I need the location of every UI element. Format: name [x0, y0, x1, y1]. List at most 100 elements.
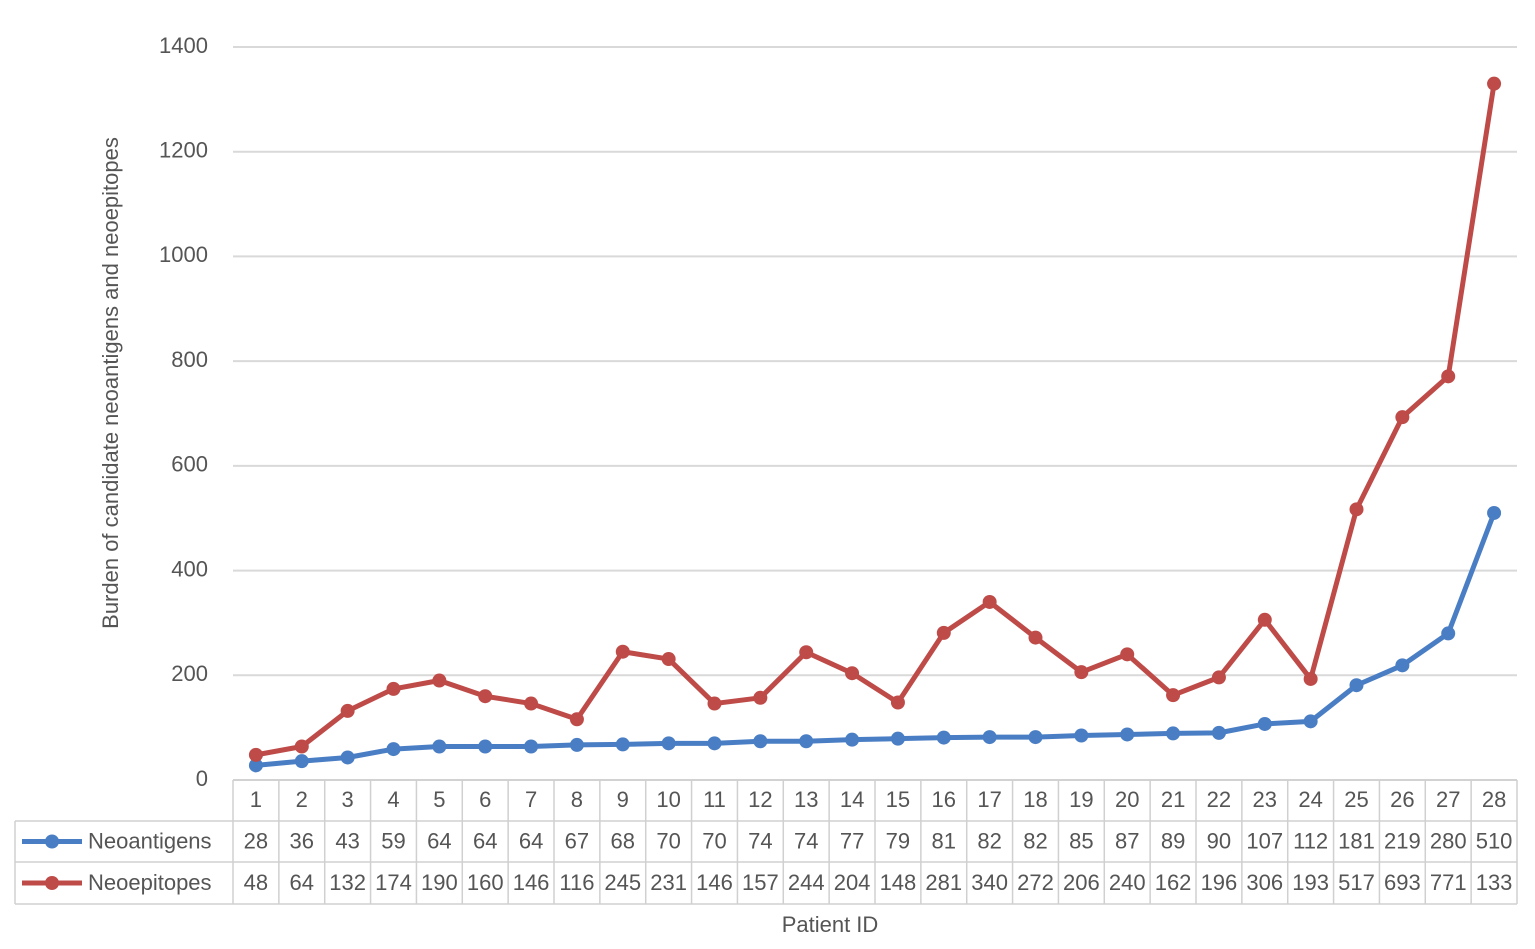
data-point	[432, 739, 447, 754]
table-value: 693	[1384, 870, 1421, 895]
x-axis-title: Patient ID	[782, 912, 879, 937]
series-line	[255, 512, 1497, 768]
y-tick-label: 200	[171, 661, 208, 686]
table-value: 174	[375, 870, 412, 895]
x-tick-label: 26	[1390, 787, 1414, 812]
data-point	[1257, 716, 1272, 731]
data-point	[661, 736, 676, 751]
table-value: 771	[1430, 870, 1467, 895]
x-tick-label: 20	[1115, 787, 1139, 812]
data-point	[1303, 714, 1318, 729]
table-value: 160	[467, 870, 504, 895]
table-value: 70	[656, 828, 680, 853]
y-tick-label: 0	[196, 766, 208, 791]
table-value: 64	[473, 828, 497, 853]
x-tick-label: 5	[433, 787, 445, 812]
x-tick-label: 21	[1161, 787, 1185, 812]
table-value: 116	[559, 870, 594, 895]
x-tick-label: 16	[932, 787, 956, 812]
table-value: 244	[788, 870, 825, 895]
data-point	[1395, 658, 1410, 673]
table-value: 79	[886, 828, 910, 853]
data-point	[1074, 665, 1089, 680]
x-tick-label: 10	[656, 787, 680, 812]
y-tick-label: 800	[171, 347, 208, 372]
table-value: 245	[604, 870, 641, 895]
data-point	[890, 731, 905, 746]
x-tick-label: 13	[794, 787, 818, 812]
data-point	[615, 644, 630, 659]
data-point	[1487, 505, 1502, 520]
x-tick-label: 6	[479, 787, 491, 812]
legend-label: Neoantigens	[88, 828, 212, 853]
legend-marker	[45, 876, 59, 890]
table-value: 77	[840, 828, 864, 853]
table-value: 107	[1246, 828, 1283, 853]
table-value: 85	[1069, 828, 1093, 853]
table-value: 132	[329, 870, 366, 895]
table-value: 70	[702, 828, 726, 853]
table-value: 306	[1246, 870, 1283, 895]
data-point	[1211, 670, 1226, 685]
x-tick-label: 27	[1436, 787, 1460, 812]
x-tick-label: 14	[840, 787, 864, 812]
data-point	[386, 742, 401, 757]
table-value: 133	[1476, 870, 1513, 895]
table-value: 181	[1338, 828, 1375, 853]
table-value: 74	[794, 828, 818, 853]
x-tick-label: 28	[1482, 787, 1506, 812]
table-value: 89	[1161, 828, 1185, 853]
data-point	[1166, 688, 1181, 703]
table-value: 146	[696, 870, 733, 895]
table-value: 146	[513, 870, 550, 895]
data-point	[661, 652, 676, 667]
x-tick-label: 4	[387, 787, 399, 812]
table-value: 68	[611, 828, 635, 853]
table-value: 43	[335, 828, 359, 853]
data-point	[340, 750, 355, 765]
data-point	[845, 666, 860, 681]
table-value: 281	[925, 870, 962, 895]
table-value: 82	[977, 828, 1001, 853]
data-point	[753, 734, 768, 749]
data-point	[799, 645, 814, 660]
data-point	[432, 673, 447, 688]
data-point	[1120, 727, 1135, 742]
x-tick-label: 23	[1253, 787, 1277, 812]
data-point	[1120, 647, 1135, 662]
data-point	[936, 730, 951, 745]
table-value: 87	[1115, 828, 1139, 853]
table-value: 36	[290, 828, 314, 853]
y-tick-label: 1000	[159, 242, 208, 267]
table-value: 204	[834, 870, 871, 895]
table-value: 517	[1338, 870, 1375, 895]
data-point	[982, 730, 997, 745]
x-tick-label: 12	[748, 787, 772, 812]
data-point	[340, 703, 355, 718]
data-point	[248, 747, 263, 762]
x-tick-label: 2	[296, 787, 308, 812]
data-point	[615, 737, 630, 752]
data-point	[294, 739, 309, 754]
y-tick-label: 1400	[159, 33, 208, 58]
data-point	[386, 681, 401, 696]
data-point	[707, 696, 722, 711]
x-tick-label: 11	[703, 787, 726, 812]
x-tick-label: 22	[1207, 787, 1231, 812]
data-point	[1395, 410, 1410, 425]
data-point	[1166, 726, 1181, 741]
data-point	[1487, 76, 1502, 91]
data-point	[936, 625, 951, 640]
x-tick-label: 8	[571, 787, 583, 812]
data-point	[1441, 369, 1456, 384]
table-value: 67	[565, 828, 589, 853]
data-point	[890, 695, 905, 710]
legend-label: Neoepitopes	[88, 870, 212, 895]
table-value: 510	[1476, 828, 1513, 853]
table-value: 272	[1017, 870, 1054, 895]
table-value: 219	[1384, 828, 1421, 853]
data-point	[1028, 630, 1043, 645]
data-point	[569, 712, 584, 727]
x-tick-label: 3	[342, 787, 354, 812]
table-value: 162	[1155, 870, 1192, 895]
